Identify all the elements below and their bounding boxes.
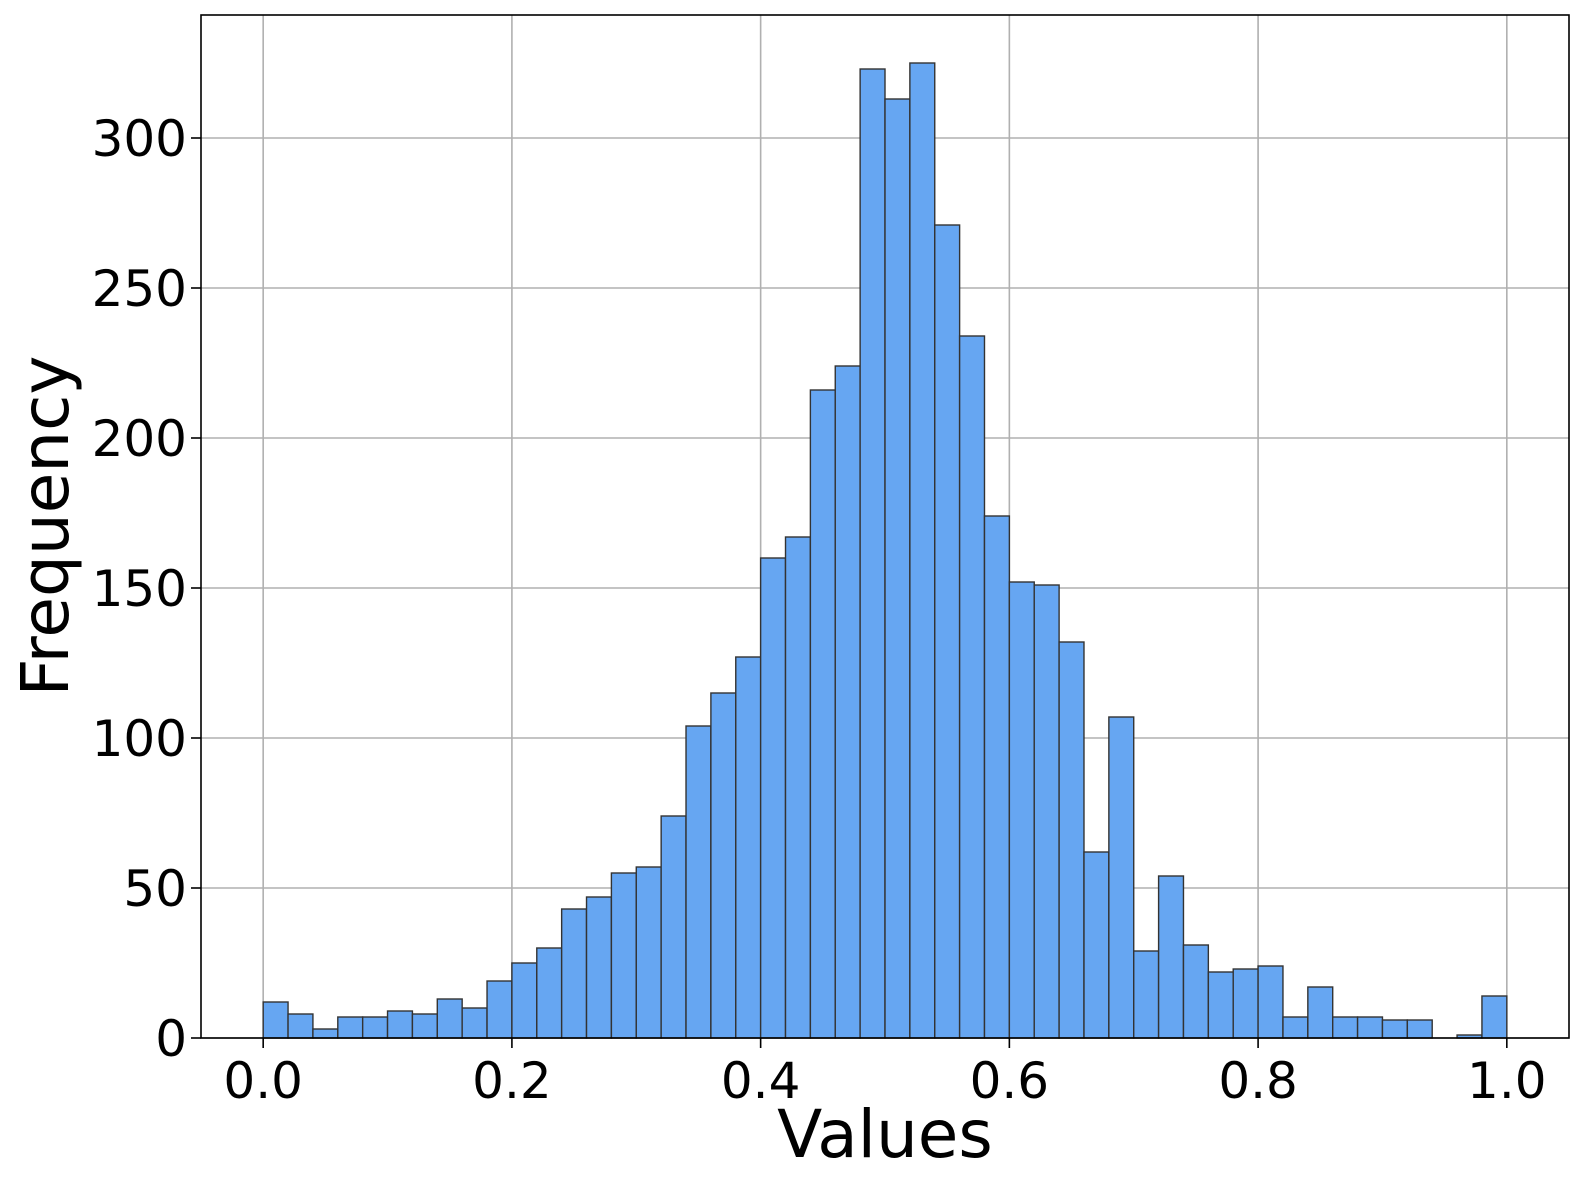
histogram-bar [536, 947, 563, 1039]
histogram-bar [759, 557, 787, 1039]
histogram-bar [511, 962, 538, 1039]
histogram-bar [1257, 965, 1284, 1039]
histogram-bar [685, 725, 712, 1039]
y-tick-label: 300 [92, 110, 187, 168]
histogram-bar [585, 896, 613, 1039]
histogram-bar [461, 1007, 488, 1039]
histogram-bar [710, 692, 737, 1039]
histogram-bar [859, 68, 886, 1039]
histogram-bar [909, 62, 936, 1039]
histogram-bar [1008, 581, 1035, 1039]
histogram-bar [1282, 1016, 1309, 1039]
y-tick-label: 0 [155, 1010, 187, 1068]
histogram-bar [1356, 1016, 1384, 1039]
histogram-bar [834, 365, 861, 1039]
x-tick-label: 0.8 [1218, 1052, 1298, 1110]
histogram-bar [411, 1013, 438, 1039]
histogram-bar [610, 872, 637, 1039]
histogram-bar [486, 980, 513, 1039]
y-axis-label: Frequency [7, 356, 84, 697]
histogram-bar [1207, 971, 1234, 1039]
histogram-bar [1108, 716, 1135, 1039]
histogram-bar [735, 656, 762, 1039]
histogram-bar [1232, 968, 1259, 1039]
histogram-bar [312, 1028, 339, 1039]
histogram-bar [1083, 851, 1110, 1039]
histogram-bar [560, 908, 588, 1039]
x-tick-label: 0.0 [223, 1052, 303, 1110]
histogram-bar [1406, 1019, 1433, 1039]
histogram-bar [337, 1016, 364, 1039]
histogram-bar [1157, 875, 1185, 1039]
histogram-bar [660, 815, 687, 1039]
histogram-bar [1133, 950, 1160, 1039]
histogram-bar [1481, 995, 1508, 1039]
histogram-bar [1182, 944, 1210, 1039]
histogram-bar [784, 536, 812, 1039]
histogram-bar [809, 389, 836, 1039]
x-tick-label: 0.4 [721, 1052, 801, 1110]
histogram-bar [361, 1016, 389, 1039]
x-axis-label: Values [777, 1096, 993, 1173]
histogram-bar [436, 998, 463, 1039]
histogram-bar [884, 98, 911, 1039]
y-tick-label: 100 [92, 710, 187, 768]
histogram-bar [958, 335, 986, 1039]
ticks-layer: 0.0 0.2 0.4 0.6 0.8 1.0 0 50 100 150 200 250 300 [92, 110, 1547, 1110]
y-tick-label: 250 [92, 260, 187, 318]
y-tick-label: 200 [92, 410, 187, 468]
histogram-bar [1332, 1016, 1359, 1039]
plot-frame [200, 14, 1570, 1039]
x-tick-label: 0.2 [472, 1052, 552, 1110]
histogram-bar [262, 1001, 289, 1039]
histogram-bar [1033, 584, 1060, 1039]
histogram-bar [934, 224, 961, 1039]
histogram-bar [1058, 641, 1085, 1039]
bars-layer [262, 62, 1508, 1039]
histogram-bar [635, 866, 662, 1039]
histogram-bar [386, 1010, 414, 1039]
y-tick-label: 50 [123, 860, 187, 918]
y-tick-label: 150 [92, 560, 187, 618]
histogram-bar [1381, 1019, 1409, 1039]
histogram-bar [1307, 986, 1334, 1039]
histogram-bar [983, 515, 1011, 1039]
x-tick-label: 0.6 [970, 1052, 1050, 1110]
histogram-bar [287, 1013, 314, 1039]
x-tick-label: 1.0 [1467, 1052, 1547, 1110]
